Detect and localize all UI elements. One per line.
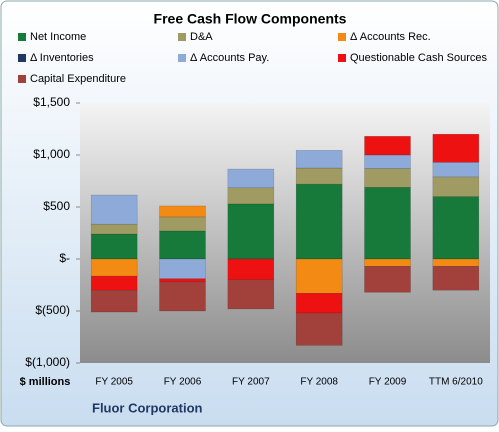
bar-segment bbox=[295, 293, 343, 314]
legend-label: Questionable Cash Sources bbox=[350, 52, 487, 64]
bar-segment bbox=[159, 278, 206, 283]
bar-segment bbox=[364, 186, 411, 260]
bar-segment bbox=[90, 275, 138, 291]
bar-segment bbox=[295, 150, 343, 169]
bar-segment bbox=[227, 187, 275, 205]
y-tick-label: $1,500 bbox=[33, 95, 70, 109]
legend-label: Δ Accounts Rec. bbox=[350, 31, 431, 43]
bar-segment bbox=[159, 205, 206, 218]
footer: Fluor Corporation bbox=[92, 400, 203, 415]
plot-area bbox=[80, 103, 490, 363]
x-tick-label: FY 2007 bbox=[232, 377, 270, 388]
bar-segment bbox=[295, 312, 343, 346]
x-tick-label: FY 2008 bbox=[300, 377, 338, 388]
bar-segment bbox=[90, 289, 138, 313]
y-label: $ millions bbox=[20, 376, 71, 388]
bar-segment bbox=[432, 266, 480, 291]
bar-segment bbox=[159, 230, 206, 260]
bar-segment bbox=[364, 266, 411, 293]
bar-segment bbox=[159, 216, 206, 232]
bar-segment bbox=[364, 168, 411, 188]
bar-segment bbox=[364, 154, 411, 169]
legend-swatch bbox=[18, 54, 26, 62]
y-tick-label: $(1,000) bbox=[25, 355, 70, 369]
bar-segment bbox=[364, 136, 411, 156]
bar-segment bbox=[90, 233, 138, 260]
bar-segment bbox=[159, 281, 206, 312]
bar-segment bbox=[432, 176, 480, 197]
x-tick-label: TTM 6/2010 bbox=[429, 377, 483, 388]
legend-swatch bbox=[338, 54, 346, 62]
bar-segment bbox=[159, 258, 206, 280]
bar-segment bbox=[295, 258, 343, 294]
legend-label: D&A bbox=[190, 31, 213, 43]
bar-segment bbox=[432, 162, 480, 178]
legend-label: Δ Inventories bbox=[30, 52, 94, 64]
bar-segment bbox=[364, 258, 411, 267]
bar-segment bbox=[295, 183, 343, 260]
y-tick-label: $- bbox=[59, 251, 70, 265]
bar-segment bbox=[432, 196, 480, 260]
bar-segment bbox=[227, 279, 275, 310]
legend-label: Δ Accounts Pay. bbox=[190, 52, 269, 64]
chart-title: Free Cash Flow Components bbox=[154, 11, 347, 27]
bar-segment bbox=[432, 258, 480, 267]
legend-swatch bbox=[338, 33, 346, 41]
x-tick-label: FY 2009 bbox=[369, 377, 407, 388]
x-tick-label: FY 2006 bbox=[164, 377, 202, 388]
bar-segment bbox=[90, 223, 138, 235]
bar-segment bbox=[90, 194, 138, 225]
legend-swatch bbox=[18, 33, 26, 41]
y-tick-label: $(500) bbox=[35, 303, 70, 317]
bar-segment bbox=[295, 167, 343, 185]
bar-segment bbox=[432, 133, 480, 163]
bar-segment bbox=[90, 258, 138, 277]
bar-segment bbox=[227, 168, 275, 189]
bar-segment bbox=[227, 258, 275, 281]
legend-swatch bbox=[178, 33, 186, 41]
bar-segment bbox=[227, 203, 275, 260]
x-tick-label: FY 2005 bbox=[95, 377, 133, 388]
legend-label: Net Income bbox=[30, 31, 86, 43]
legend-swatch bbox=[178, 54, 186, 62]
legend-swatch bbox=[18, 75, 26, 83]
y-tick-label: $500 bbox=[43, 199, 70, 213]
legend-label: Capital Expenditure bbox=[30, 73, 126, 85]
y-tick-label: $1,000 bbox=[33, 147, 70, 161]
